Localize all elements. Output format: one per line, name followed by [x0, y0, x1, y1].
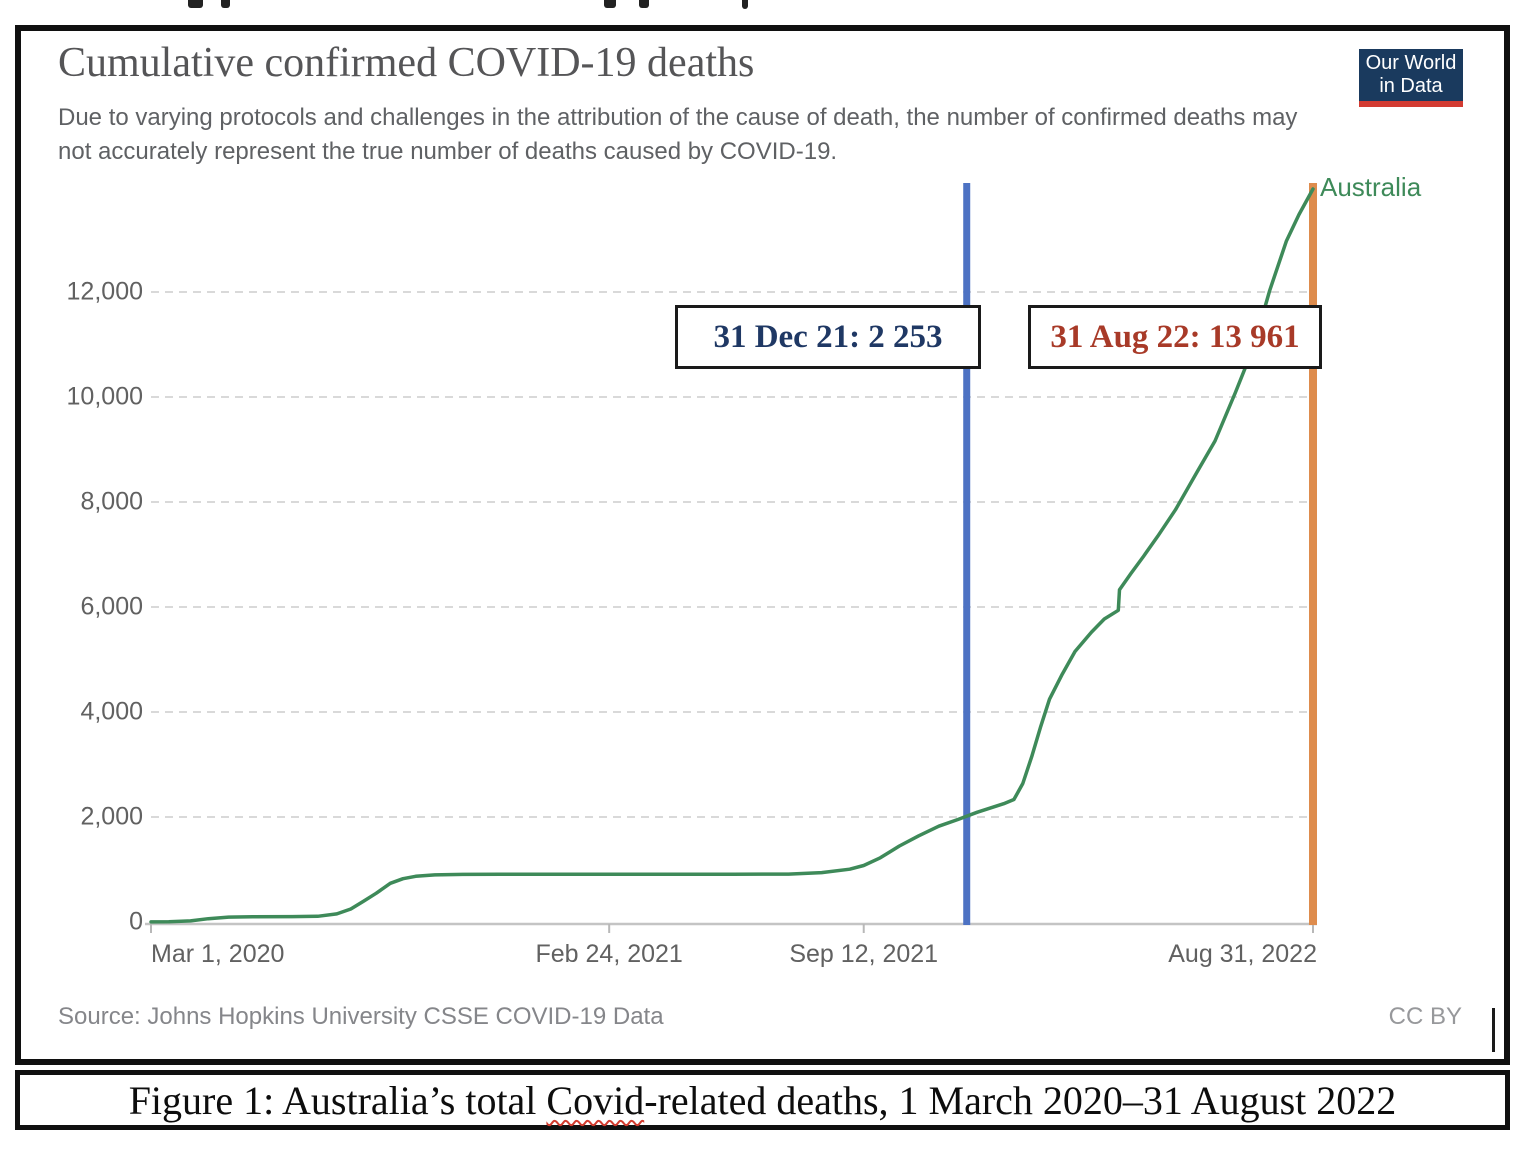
source-note: Source: Johns Hopkins University CSSE CO… [58, 1003, 664, 1030]
x-tick-label: Sep 12, 2021 [789, 940, 939, 968]
license-label: CC BY [1388, 1003, 1462, 1030]
annotation-box-aug22: 31 Aug 22: 13 961 [1028, 305, 1322, 369]
y-tick-label: 12,000 [66, 277, 143, 306]
owid-logo-accent-bar [1359, 101, 1463, 107]
annotation-vline [963, 183, 971, 925]
owid-logo-line2: in Data [1379, 75, 1443, 97]
y-tick-label: 4,000 [80, 697, 143, 726]
y-tick-label: 2,000 [80, 802, 143, 831]
y-tick-label: 10,000 [66, 382, 143, 411]
owid-chart-card: Cumulative confirmed COVID-19 deaths Due… [15, 25, 1510, 1065]
series-label-australia: Australia [1320, 172, 1422, 202]
series-line-australia [149, 187, 1315, 924]
caption-suffix: -related deaths, 1 March 2020–31 August … [644, 1077, 1397, 1123]
y-tick-label: 0 [129, 907, 143, 936]
y-tick-label: 6,000 [80, 592, 143, 621]
x-tick-label: Feb 24, 2021 [535, 940, 683, 968]
chart-subtitle-line1: Due to varying protocols and challenges … [58, 104, 1298, 131]
x-tick-label: Mar 1, 2020 [151, 940, 285, 968]
figure-caption: Figure 1: Australia’s total Covid-relate… [129, 1077, 1397, 1124]
x-tick-label: Aug 31, 2022 [1168, 940, 1317, 968]
owid-logo: Our World in Data [1359, 49, 1463, 107]
annotation-box-dec21: 31 Dec 21: 2 253 [675, 305, 981, 369]
plot-area [145, 183, 1317, 933]
annotation-aug22-label: 31 Aug 22: 13 961 [1050, 318, 1300, 355]
owid-logo-text: Our World in Data [1359, 49, 1463, 101]
annotation-vline [1309, 183, 1317, 925]
chart-subtitle: Due to varying protocols and challenges … [58, 101, 1297, 169]
chart-subtitle-line2: not accurately represent the true number… [58, 138, 838, 165]
chart-title: Cumulative confirmed COVID-19 deaths [58, 40, 755, 86]
caption-prefix: Figure 1: Australia’s total [128, 1077, 547, 1123]
text-cursor [1492, 1008, 1495, 1052]
annotation-dec21-label: 31 Dec 21: 2 253 [713, 318, 943, 355]
owid-logo-line1: Our World [1365, 52, 1457, 74]
caption-misspelled-word: Covid [546, 1077, 645, 1123]
y-tick-label: 8,000 [80, 487, 143, 516]
figure-caption-box: Figure 1: Australia’s total Covid-relate… [15, 1070, 1510, 1130]
